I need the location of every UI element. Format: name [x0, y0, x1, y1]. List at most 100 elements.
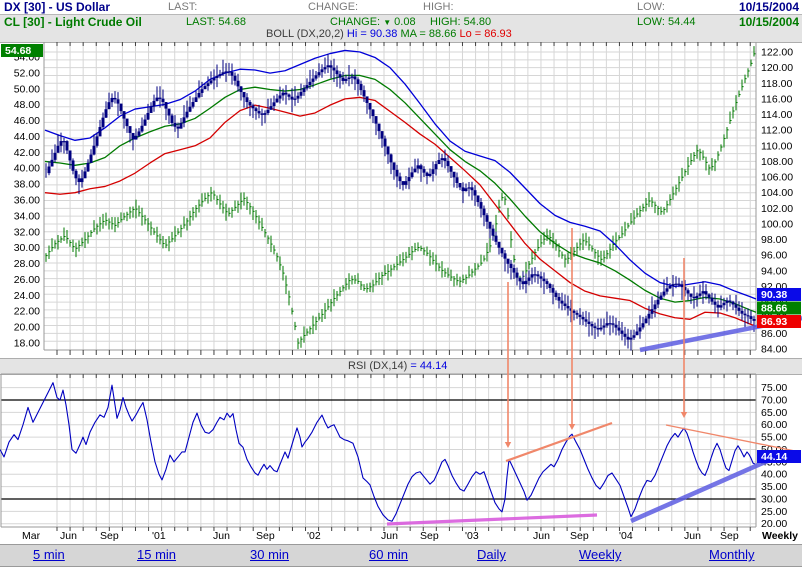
timeframe-link-daily[interactable]: Daily: [477, 547, 506, 562]
svg-text:104.00: 104.00: [761, 187, 793, 199]
svg-text:84.00: 84.00: [761, 344, 787, 356]
boll-ma-badge: 88.66: [761, 303, 787, 315]
change-label-dx: CHANGE:: [308, 1, 359, 13]
x-axis-label: Sep: [720, 530, 739, 542]
svg-text:50.00: 50.00: [14, 83, 40, 95]
svg-text:110.00: 110.00: [761, 140, 792, 152]
svg-text:40.00: 40.00: [761, 469, 787, 481]
x-axis-label: Sep: [420, 530, 439, 542]
boll-hi-badge: 90.38: [761, 289, 787, 301]
boll-indicator-bar: BOLL (DX,20,2) Hi = 90.38 MA = 88.66 Lo …: [0, 28, 802, 43]
timeframe-link-monthly[interactable]: Monthly: [709, 547, 755, 562]
rsi-value: = 44.14: [410, 360, 448, 372]
timeframe-link-bar: 5 min 15 min 30 min 60 min Daily Weekly Monthl…: [0, 544, 802, 567]
rsi-name: RSI (DX,14): [348, 360, 408, 372]
boll-name: BOLL (DX,20,2): [266, 28, 344, 40]
svg-text:94.00: 94.00: [761, 265, 787, 277]
svg-text:75.00: 75.00: [761, 382, 787, 394]
x-axis-label: Jun: [533, 530, 550, 542]
svg-text:30.00: 30.00: [761, 493, 787, 505]
svg-text:18.00: 18.00: [14, 337, 40, 349]
low-label-dx: LOW:: [637, 1, 665, 13]
svg-text:120.00: 120.00: [761, 62, 793, 74]
last-cl: LAST: 54.68: [186, 16, 246, 28]
rsi-value-badge: 44.14: [761, 451, 787, 463]
svg-text:55.00: 55.00: [761, 432, 787, 444]
svg-text:86.00: 86.00: [761, 328, 787, 340]
svg-text:30.00: 30.00: [14, 242, 40, 254]
quote-row-cl: CL [30] - Light Crude Oil LAST: 54.68 CH…: [0, 15, 802, 30]
svg-text:22.00: 22.00: [14, 306, 40, 318]
svg-text:38.00: 38.00: [14, 179, 40, 191]
change-cl: CHANGE: ▼ 0.08: [330, 16, 416, 28]
timeframe-link-5-min[interactable]: 5 min: [33, 547, 65, 562]
svg-text:116.00: 116.00: [761, 93, 792, 105]
svg-text:26.00: 26.00: [14, 274, 40, 286]
down-triangle-icon: ▼: [383, 18, 392, 27]
boll-lo: Lo = 86.93: [459, 28, 512, 40]
svg-text:34.00: 34.00: [14, 210, 40, 222]
svg-text:112.00: 112.00: [761, 125, 792, 137]
x-axis-label: Jun: [60, 530, 77, 542]
svg-text:65.00: 65.00: [761, 407, 787, 419]
svg-text:92.00: 92.00: [761, 281, 787, 293]
x-axis-label: Sep: [570, 530, 589, 542]
svg-text:20.00: 20.00: [14, 322, 40, 334]
high-cl: HIGH: 54.80: [430, 16, 492, 28]
symbol-dx: DX [30] - US Dollar: [4, 0, 111, 14]
svg-text:118.00: 118.00: [761, 78, 792, 90]
x-axis-label: Sep: [256, 530, 275, 542]
svg-text:106.00: 106.00: [761, 172, 793, 184]
svg-text:44.00: 44.00: [14, 131, 40, 143]
svg-text:35.00: 35.00: [761, 481, 787, 493]
svg-text:40.00: 40.00: [14, 163, 40, 175]
date-dx: 10/15/2004: [738, 0, 799, 14]
x-axis-labels: Weekly Mar Jun Sep '01 Jun Sep '02 Jun Sep '03 Jun…: [0, 530, 802, 543]
svg-text:90.00: 90.00: [761, 297, 787, 309]
x-axis-label: Jun: [684, 530, 701, 542]
cl-last-badge: 54.68: [5, 45, 31, 57]
svg-text:108.00: 108.00: [761, 156, 793, 168]
x-axis-label: Jun: [381, 530, 398, 542]
timeframe-link-60-min[interactable]: 60 min: [369, 547, 409, 562]
svg-text:42.00: 42.00: [14, 147, 40, 159]
x-axis-label: '03: [465, 530, 479, 542]
date-cl: 10/15/2004: [738, 15, 799, 29]
timeframe-current-label: Weekly: [762, 530, 798, 542]
x-axis-label: Mar: [22, 530, 41, 542]
timeframe-link-15-min[interactable]: 15 min: [137, 547, 177, 562]
svg-text:52.00: 52.00: [14, 67, 40, 79]
svg-text:46.00: 46.00: [14, 115, 40, 127]
rsi-indicator-bar: RSI (DX,14) = 44.14: [0, 358, 802, 375]
high-label-dx: HIGH:: [423, 1, 454, 13]
svg-text:96.00: 96.00: [761, 250, 787, 262]
svg-text:100.00: 100.00: [761, 218, 793, 230]
svg-text:36.00: 36.00: [14, 194, 40, 206]
quote-row-dx: DX [30] - US Dollar LAST: CHANGE: HIGH: …: [0, 0, 802, 15]
svg-text:20.00: 20.00: [761, 518, 787, 530]
timeframe-link-30-min[interactable]: 30 min: [250, 547, 290, 562]
svg-text:114.00: 114.00: [761, 109, 792, 121]
svg-text:122.00: 122.00: [761, 47, 793, 59]
svg-text:70.00: 70.00: [761, 395, 787, 407]
symbol-cl: CL [30] - Light Crude Oil: [4, 15, 142, 29]
timeframe-link-weekly[interactable]: Weekly: [579, 547, 622, 562]
x-axis-label: '04: [619, 530, 633, 542]
svg-text:50.00: 50.00: [761, 444, 787, 456]
svg-text:45.00: 45.00: [761, 456, 787, 468]
svg-text:25.00: 25.00: [761, 506, 787, 518]
x-axis-label: Sep: [100, 530, 119, 542]
svg-text:60.00: 60.00: [761, 419, 787, 431]
svg-text:28.00: 28.00: [14, 258, 40, 270]
svg-text:48.00: 48.00: [14, 99, 40, 111]
x-axis-label: '01: [152, 530, 166, 542]
low-cl: LOW: 54.44: [637, 16, 696, 28]
x-axis-label: Jun: [213, 530, 230, 542]
boll-lo-badge: 86.93: [761, 316, 787, 328]
boll-hi: Hi = 90.38: [346, 28, 398, 40]
svg-text:54.00: 54.00: [14, 52, 40, 64]
boll-ma: MA = 88.66: [400, 28, 457, 40]
svg-text:32.00: 32.00: [14, 226, 40, 238]
